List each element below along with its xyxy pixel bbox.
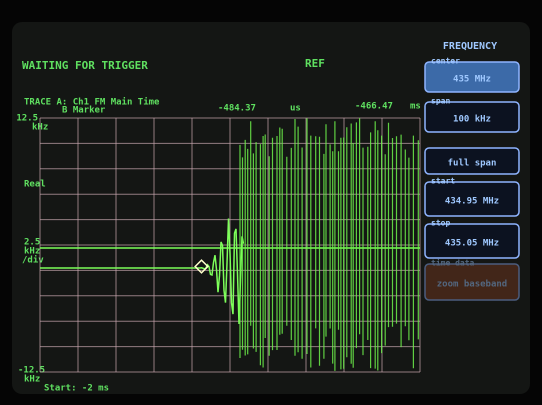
- button-value: 435 MHz: [453, 75, 491, 85]
- button-label: stop: [431, 219, 450, 228]
- marker-unit: us: [290, 104, 301, 114]
- marker-label: B Marker: [62, 106, 106, 116]
- scale-value: 2.5: [24, 238, 40, 248]
- mode: Real: [24, 180, 46, 190]
- button-label: start: [431, 177, 455, 186]
- button-frame: [424, 181, 520, 217]
- bottom-value: -12.5: [18, 366, 45, 376]
- button-value: 100 kHz: [453, 115, 491, 125]
- button-frame: [424, 263, 520, 301]
- menu-title: FREQUENCY: [443, 41, 497, 52]
- menu-button[interactable]: time data zoom baseband: [424, 258, 520, 301]
- button-label: time data: [431, 258, 475, 268]
- scale-div: /div: [22, 255, 44, 266]
- button-value: zoom baseband: [437, 280, 507, 290]
- trace-label: TRACE A: Ch1 FM Main Time: [24, 97, 160, 108]
- start-time: Start: -2 ms: [44, 384, 109, 394]
- button-label: center: [431, 57, 460, 66]
- bottom-unit: kHz: [24, 375, 40, 385]
- scale-unit: kHz: [24, 247, 40, 257]
- button-frame: [424, 61, 520, 93]
- cursor-unit: ms: [410, 102, 421, 112]
- noise-trace: [239, 118, 419, 371]
- button-frame: [424, 147, 520, 175]
- trace: [40, 118, 420, 371]
- button-value: 435.05 MHz: [445, 239, 499, 249]
- button-label: span: [431, 97, 450, 106]
- button-value: 434.95 MHz: [445, 197, 499, 207]
- top-value: 12.5: [16, 114, 38, 124]
- menu-button[interactable]: center 435 MHz: [424, 57, 520, 93]
- status: WAITING FOR TRIGGER: [22, 59, 148, 72]
- button-frame: [424, 223, 520, 259]
- button-frame: [424, 101, 520, 133]
- menu-button[interactable]: full span: [424, 147, 520, 175]
- button-value: full span: [448, 159, 497, 169]
- menu-button[interactable]: start 434.95 MHz: [424, 177, 520, 217]
- ref-label: REF: [305, 57, 325, 70]
- marker-time: -484.37: [218, 104, 256, 114]
- cursor-time: -466.47: [355, 102, 393, 112]
- marker-diamond: [194, 259, 209, 274]
- menu-button[interactable]: stop 435.05 MHz: [424, 219, 520, 259]
